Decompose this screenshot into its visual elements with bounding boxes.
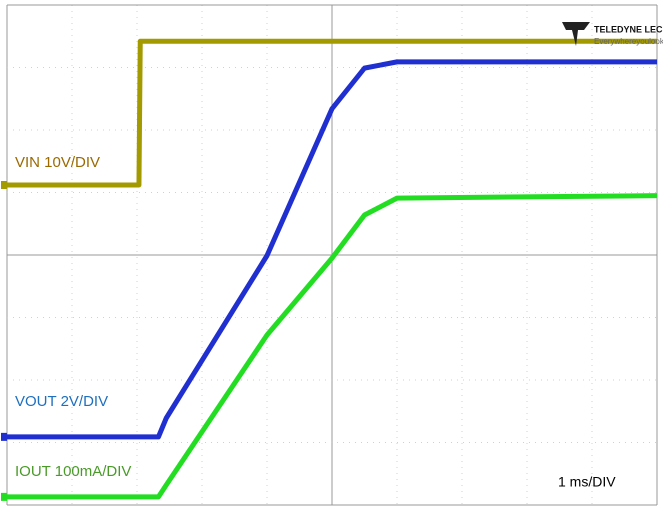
- trace: [7, 193, 658, 500]
- logo-tagline: Everywhereyoulook: [594, 37, 663, 46]
- ground-marker: [1, 181, 7, 189]
- grid: [6, 4, 658, 506]
- timebase-label: 1 ms/DIV: [558, 474, 616, 490]
- trace-label: VIN 10V/DIV: [15, 154, 100, 171]
- ground-marker: [1, 492, 7, 501]
- logo: TELEDYNE LECROY Everywhereyoulook: [562, 22, 663, 46]
- trace-label: VOUT 2V/DIV: [15, 393, 108, 410]
- traces: [1, 38, 658, 501]
- logo-mark: [562, 22, 590, 46]
- trace-label: IOUT 100mA/DIV: [15, 463, 131, 480]
- trace: [7, 59, 657, 440]
- trace: [7, 38, 657, 188]
- ground-marker: [1, 432, 7, 441]
- trace-labels: VIN 10V/DIV VOUT 2V/DIV IOUT 100mA/DIV: [15, 154, 131, 480]
- logo-brand: TELEDYNE LECROY: [594, 24, 663, 34]
